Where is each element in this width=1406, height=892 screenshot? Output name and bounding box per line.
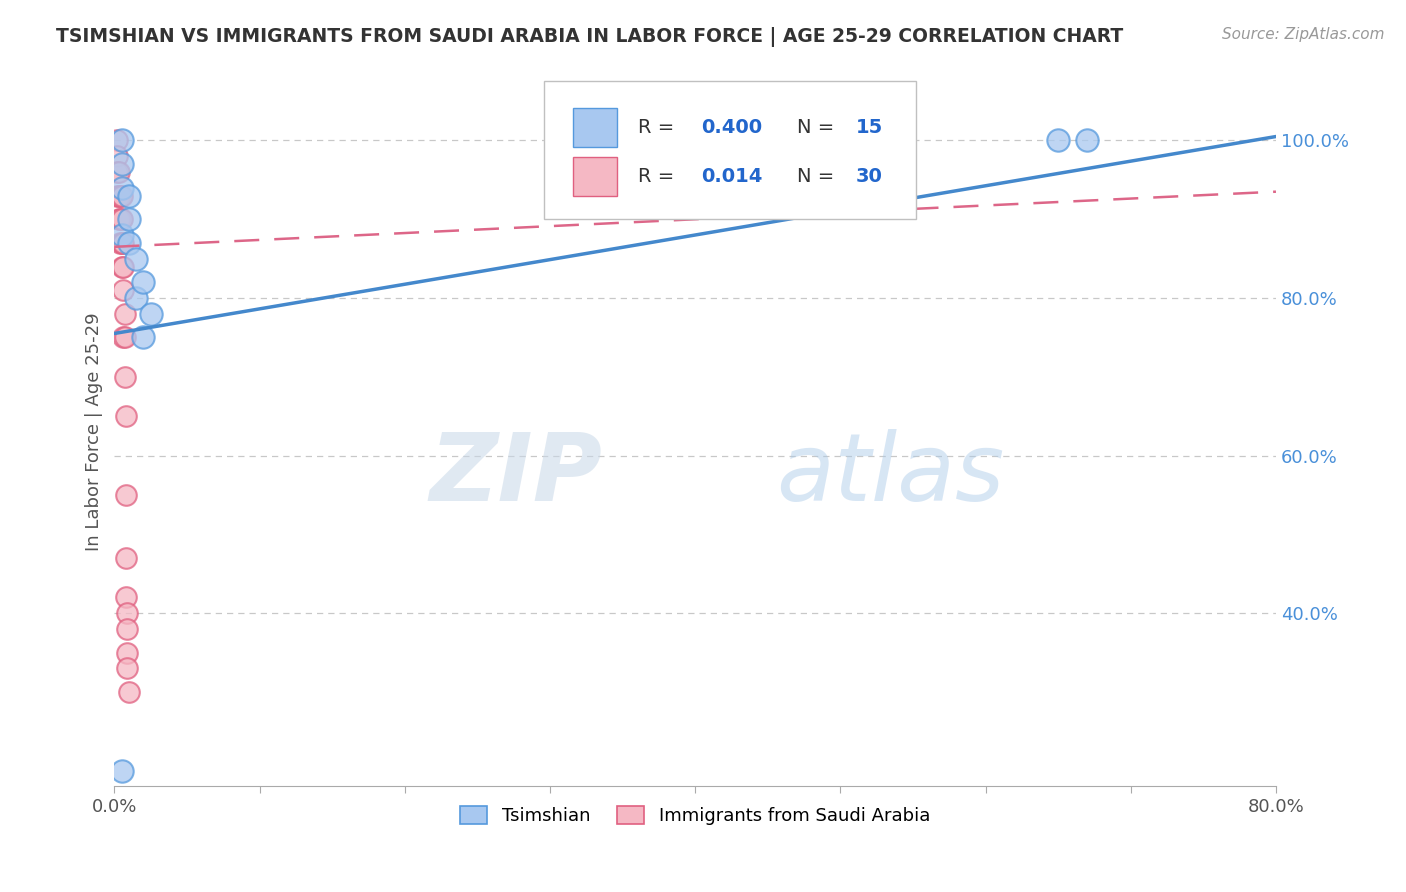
Text: TSIMSHIAN VS IMMIGRANTS FROM SAUDI ARABIA IN LABOR FORCE | AGE 25-29 CORRELATION: TSIMSHIAN VS IMMIGRANTS FROM SAUDI ARABI… (56, 27, 1123, 46)
Point (115, 591, 138, 605)
Point (115, 551, 138, 566)
Point (111, 235, 134, 250)
Text: N =: N = (797, 118, 841, 136)
Point (118, 685, 141, 699)
Point (111, 133, 134, 147)
Point (115, 409, 138, 424)
Point (115, 488, 138, 502)
Text: R =: R = (638, 118, 681, 136)
Text: 15: 15 (855, 118, 883, 136)
Point (114, 330, 136, 344)
Point (111, 157, 134, 171)
Point (112, 260, 135, 274)
Legend: Tsimshian, Immigrants from Saudi Arabia: Tsimshian, Immigrants from Saudi Arabia (451, 797, 939, 834)
Text: atlas: atlas (776, 429, 1005, 520)
Point (117, 646, 139, 660)
Point (114, 307, 136, 321)
Point (117, 661, 139, 675)
Text: 30: 30 (855, 167, 883, 186)
Text: R =: R = (638, 167, 681, 186)
FancyBboxPatch shape (574, 108, 617, 146)
Point (111, 188, 134, 202)
Point (107, 212, 129, 227)
Text: Source: ZipAtlas.com: Source: ZipAtlas.com (1222, 27, 1385, 42)
FancyBboxPatch shape (574, 157, 617, 196)
Text: ZIP: ZIP (429, 428, 602, 521)
Point (111, 260, 134, 274)
Point (132, 275, 155, 289)
Point (118, 188, 141, 202)
Y-axis label: In Labor Force | Age 25-29: In Labor Force | Age 25-29 (86, 313, 103, 551)
Point (111, 227, 134, 242)
Point (107, 188, 129, 202)
Point (105, 149, 128, 163)
Point (139, 307, 162, 321)
Point (118, 212, 141, 227)
Point (110, 188, 132, 202)
Point (132, 330, 155, 344)
Point (105, 133, 128, 147)
Point (110, 212, 132, 227)
Point (1047, 133, 1070, 147)
Point (112, 283, 135, 297)
Point (111, 212, 134, 227)
Point (111, 764, 134, 778)
Point (107, 165, 129, 179)
Point (118, 235, 141, 250)
Point (105, 165, 128, 179)
Point (114, 369, 136, 384)
Point (125, 252, 148, 266)
Point (112, 235, 135, 250)
Point (117, 622, 139, 636)
Text: 0.400: 0.400 (702, 118, 762, 136)
Point (105, 188, 128, 202)
Text: N =: N = (797, 167, 841, 186)
FancyBboxPatch shape (544, 81, 915, 219)
Point (110, 235, 132, 250)
Point (1076, 133, 1098, 147)
Point (125, 291, 148, 305)
Text: 0.014: 0.014 (702, 167, 762, 186)
Point (117, 606, 139, 620)
Point (112, 330, 135, 344)
Point (111, 180, 134, 194)
